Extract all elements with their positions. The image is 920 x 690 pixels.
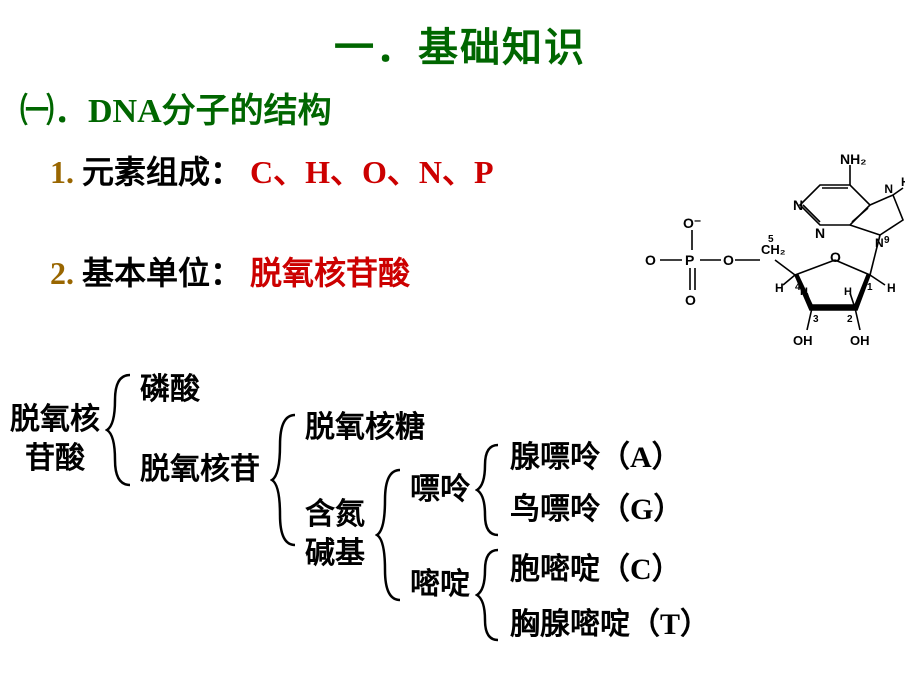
section-subtitle: ㈠．DNA分子的结构	[0, 83, 920, 132]
label-h2: H	[844, 286, 852, 298]
root-l1: 脱氧核	[10, 403, 100, 436]
label-n7r: N	[884, 182, 893, 196]
item1-value: C、H、O、N、P	[250, 154, 494, 190]
node-nucleoside: 脱氧核苷	[140, 450, 260, 489]
label-h8: H	[901, 175, 905, 189]
node-cytosine: 胞嘧啶（C）	[510, 550, 682, 589]
label-oh2: OH	[850, 333, 870, 348]
node-pyrimidine: 嘧啶	[410, 565, 470, 604]
page-title: 一．基础知识	[0, 0, 920, 73]
label-p: P	[685, 252, 694, 268]
label-oh3: OH	[793, 333, 813, 348]
label-n3r: N	[815, 225, 825, 241]
node-thymine: 胸腺嘧啶（T）	[510, 605, 710, 644]
node-phosphate: 磷酸	[140, 370, 200, 409]
brace-1	[105, 370, 135, 490]
brace-4b	[475, 545, 503, 645]
label-n1r: N	[793, 197, 803, 213]
label-ring-o: O	[830, 249, 841, 265]
brace-3	[375, 465, 405, 605]
brace-2	[270, 410, 300, 550]
label-2: 2	[847, 314, 853, 325]
item2-value: 脱氧核苷酸	[250, 255, 410, 291]
node-sugar: 脱氧核糖	[305, 408, 425, 447]
label-h3: H	[800, 286, 808, 298]
label-9: 9	[884, 235, 890, 246]
base-l1: 含氮	[305, 498, 365, 531]
label-o-left: O	[645, 252, 656, 268]
label-h4: H	[775, 281, 784, 295]
brace-4a	[475, 440, 503, 540]
label-5: 5	[768, 234, 774, 245]
label-o-link: O	[723, 252, 734, 268]
label-n9r: N	[875, 236, 884, 250]
item2-num: 2.	[50, 255, 74, 291]
label-3: 3	[813, 314, 819, 325]
item1-num: 1.	[50, 154, 74, 190]
molecule-diagram: NH₂ N N N N H 9 O CH₂ 5 O P O O O⁻ 4 1 3…	[635, 150, 905, 380]
base-l2: 碱基	[305, 537, 365, 570]
label-h1: H	[887, 281, 896, 295]
classification-tree: 脱氧核 苷酸 磷酸 脱氧核苷 脱氧核糖 含氮 碱基 嘌呤 嘧啶 腺嘌呤（A） 鸟…	[10, 370, 910, 680]
item2-label: 基本单位：	[82, 255, 242, 291]
label-o-minus: O⁻	[683, 215, 701, 231]
node-adenine: 腺嘌呤（A）	[510, 438, 682, 477]
root-l2: 苷酸	[10, 442, 85, 475]
label-1: 1	[867, 282, 873, 293]
tree-root: 脱氧核 苷酸	[10, 400, 100, 478]
node-guanine: 鸟嘌呤（G）	[510, 490, 683, 529]
node-base: 含氮 碱基	[305, 495, 365, 573]
label-o-dbl: O	[685, 292, 696, 308]
label-nh2: NH₂	[840, 151, 866, 167]
node-purine: 嘌呤	[410, 470, 470, 509]
item1-label: 元素组成：	[82, 154, 242, 190]
